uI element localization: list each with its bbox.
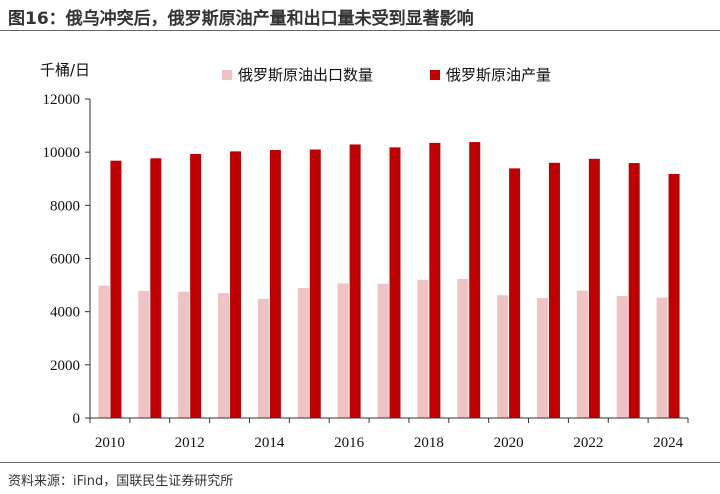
bar-export: [337, 283, 349, 418]
x-tick-label: 2020: [494, 435, 524, 451]
bar-export: [297, 288, 309, 418]
y-tick-label: 6000: [50, 252, 80, 268]
x-tick-label: 2024: [653, 435, 684, 451]
bar-production: [548, 162, 560, 418]
bar-production: [309, 149, 321, 418]
figure-title: 图16：俄乌冲突后，俄罗斯原油产量和出口量未受到显著影响: [8, 9, 474, 29]
y-tick-label: 2000: [50, 358, 80, 374]
x-tick-label: 2018: [414, 435, 444, 451]
bar-production: [269, 150, 281, 419]
bar-production: [628, 163, 640, 418]
bar-export: [616, 295, 628, 418]
bar-production: [509, 168, 521, 418]
legend: 俄罗斯原油出口数量 俄罗斯原油产量: [222, 66, 551, 84]
bar-export: [497, 295, 509, 418]
bar-export: [257, 298, 269, 418]
bar-export: [218, 293, 230, 418]
bar-production: [668, 173, 680, 418]
bar-production: [349, 144, 361, 418]
bar-production: [389, 147, 401, 419]
bar-production: [588, 158, 600, 418]
legend-swatch-production: [430, 70, 440, 80]
y-tick-label: 10000: [43, 145, 81, 161]
bar-production: [110, 160, 122, 418]
legend-swatch-export: [222, 70, 232, 80]
y-axis-label: 千桶/日: [40, 61, 90, 79]
x-tick-label: 2012: [175, 435, 205, 451]
bar-export: [417, 279, 429, 418]
bar-export: [576, 290, 588, 418]
bar-export: [98, 285, 110, 418]
x-tick-label: 2014: [254, 435, 285, 451]
x-tick-label: 2016: [334, 435, 365, 451]
top-divider: [0, 30, 720, 31]
bar-export: [457, 278, 469, 418]
y-tick-label: 12000: [43, 92, 81, 108]
x-tick-label: 2022: [573, 435, 603, 451]
bottom-divider: [0, 462, 720, 463]
y-axis-ticks: 0 2000 4000 6000 8000 10000 12000: [43, 92, 90, 427]
legend-label-export: 俄罗斯原油出口数量: [238, 66, 373, 84]
x-axis-ticks: 2010 2012 2014 2016 2018 2020 2022 2024: [89, 418, 689, 451]
x-tick-label: 2010: [95, 435, 125, 451]
y-tick-label: 0: [73, 411, 81, 427]
legend-label-production: 俄罗斯原油产量: [446, 66, 551, 84]
bar-export: [536, 298, 548, 418]
bar-production: [429, 142, 441, 419]
y-tick-label: 4000: [50, 305, 80, 321]
source-note: 资料来源：iFind，国联民生证券研究所: [8, 474, 234, 489]
bar-export: [178, 291, 190, 418]
bar-production: [230, 151, 242, 418]
bar-production: [150, 158, 162, 419]
bar-export: [138, 290, 150, 418]
bar-production: [190, 154, 202, 418]
y-tick-label: 8000: [50, 198, 80, 214]
bar-production: [469, 142, 481, 418]
bars: [98, 142, 680, 419]
bar-export: [656, 297, 668, 418]
bar-export: [377, 283, 389, 418]
